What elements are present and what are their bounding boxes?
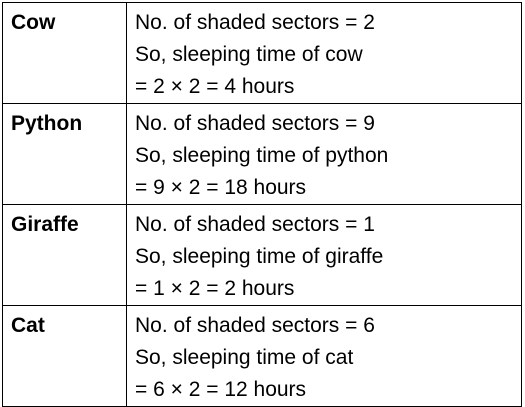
calculation-result-line: = 2 × 2 = 4 hours xyxy=(135,75,295,98)
table-row: Python No. of shaded sectors = 9 So, sle… xyxy=(2,103,522,205)
calculation-result-line: = 6 × 2 = 12 hours xyxy=(135,378,307,401)
animal-name-cell: Cat xyxy=(2,305,127,407)
calculation-cell: No. of shaded sectors = 9 So, sleeping t… xyxy=(126,103,522,205)
table-row: Cow No. of shaded sectors = 2 So, sleepi… xyxy=(2,2,522,104)
shaded-sectors-line: No. of shaded sectors = 9 xyxy=(135,112,375,135)
calculation-cell: No. of shaded sectors = 6 So, sleeping t… xyxy=(126,305,522,407)
animal-name-cell: Cow xyxy=(2,2,127,104)
shaded-sectors-line: No. of shaded sectors = 1 xyxy=(135,213,375,236)
sleeping-time-line: So, sleeping time of giraffe xyxy=(135,245,384,268)
sleeping-time-line: So, sleeping time of cat xyxy=(135,346,354,369)
table-row: Giraffe No. of shaded sectors = 1 So, sl… xyxy=(2,204,522,306)
calculation-cell: No. of shaded sectors = 2 So, sleeping t… xyxy=(126,2,522,104)
calculation-result-line: = 1 × 2 = 2 hours xyxy=(135,277,295,300)
table-row: Cat No. of shaded sectors = 6 So, sleepi… xyxy=(2,305,522,407)
sleeping-time-line: So, sleeping time of cow xyxy=(135,43,363,66)
animal-name-cell: Python xyxy=(2,103,127,205)
calculation-result-line: = 9 × 2 = 18 hours xyxy=(135,176,307,199)
shaded-sectors-line: No. of shaded sectors = 2 xyxy=(135,11,375,34)
sleeping-time-line: So, sleeping time of python xyxy=(135,144,389,167)
shaded-sectors-line: No. of shaded sectors = 6 xyxy=(135,314,375,337)
calculation-cell: No. of shaded sectors = 1 So, sleeping t… xyxy=(126,204,522,306)
animal-name-cell: Giraffe xyxy=(2,204,127,306)
